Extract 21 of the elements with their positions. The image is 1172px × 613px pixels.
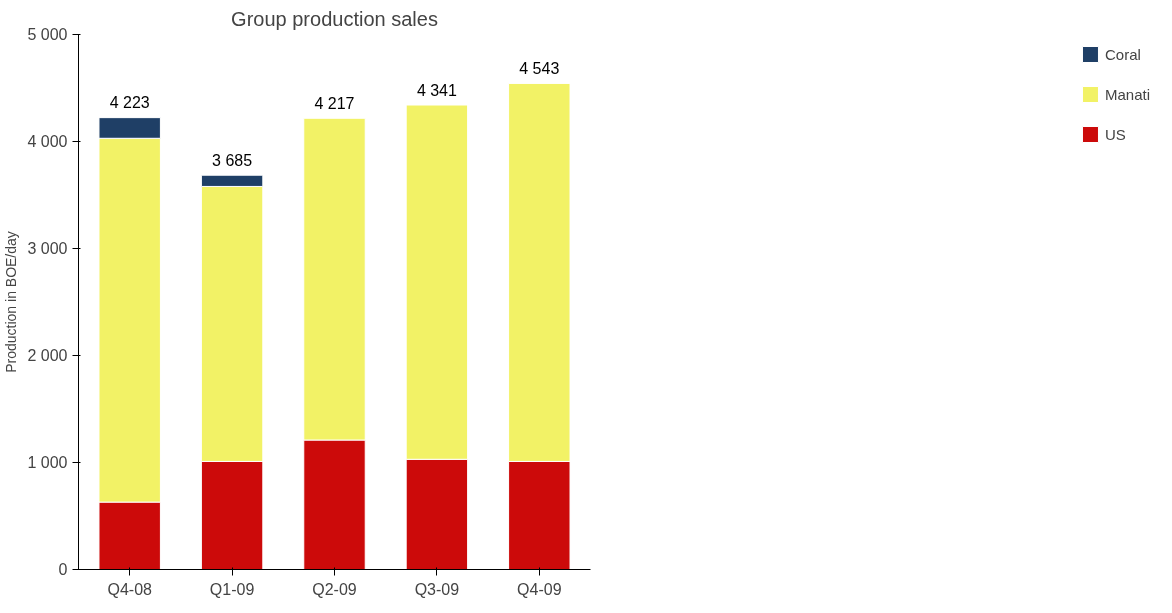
x-tick-label: Q2-09 bbox=[312, 580, 357, 598]
total-label: 4 543 bbox=[519, 59, 560, 77]
y-tick-label: 2 000 bbox=[27, 347, 68, 364]
legend-label: US bbox=[1104, 125, 1126, 143]
chart-title: Group production sales bbox=[231, 7, 438, 30]
x-tick-label: Q3-09 bbox=[414, 580, 460, 598]
x-tick-label: Q1-09 bbox=[209, 580, 255, 598]
y-tick-label: 5 000 bbox=[27, 26, 68, 43]
legend-label: Manati bbox=[1104, 85, 1150, 103]
x-tick-label: Q4-08 bbox=[107, 580, 153, 598]
y-tick-label: 4 000 bbox=[27, 133, 68, 150]
total-label: 4 223 bbox=[109, 94, 150, 112]
total-label: 4 217 bbox=[314, 94, 355, 112]
legend-label: Coral bbox=[1104, 45, 1141, 63]
total-label: 3 685 bbox=[212, 151, 253, 169]
x-tick-label: Q4-09 bbox=[517, 580, 562, 598]
y-tick-label: 0 bbox=[58, 561, 68, 578]
y-axis-title: Production in BOE/day bbox=[3, 231, 20, 373]
y-tick-label: 1 000 bbox=[27, 454, 68, 471]
y-tick-label: 3 000 bbox=[27, 240, 68, 257]
total-label: 4 341 bbox=[416, 81, 458, 99]
